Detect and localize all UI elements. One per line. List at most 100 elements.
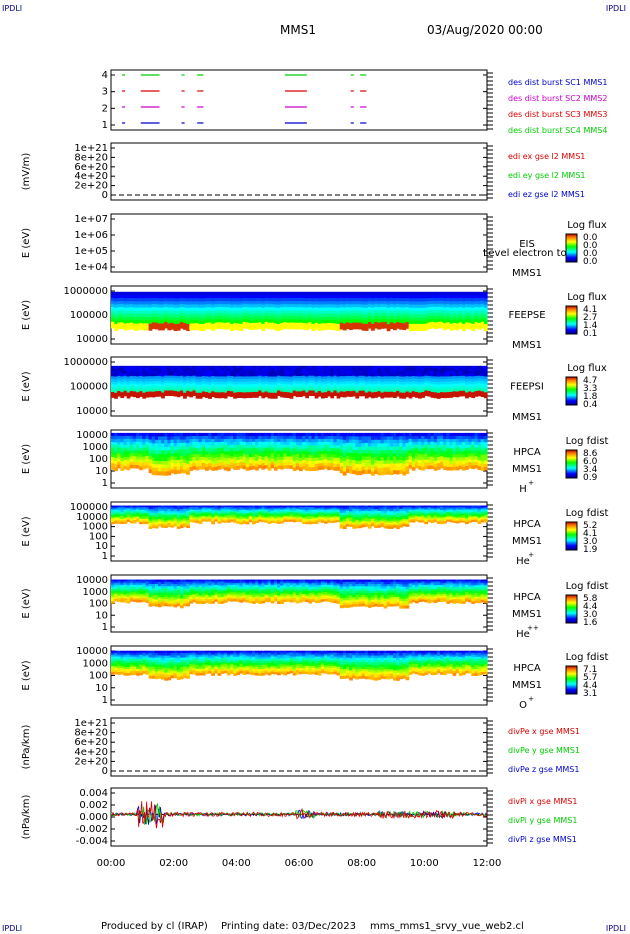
spectrogram-cell (339, 388, 344, 392)
spectrogram-cell (446, 454, 450, 459)
spectrogram-cell (320, 379, 325, 383)
spectrogram-cell (117, 518, 121, 521)
spectrogram-cell (433, 451, 438, 456)
spectrogram-cell (458, 435, 463, 440)
spectrogram-cell (361, 449, 366, 454)
spectrogram-cell (161, 519, 165, 523)
spectrogram-cell (477, 435, 482, 440)
spectrogram-cell (270, 310, 275, 314)
spectrogram-cell (443, 310, 447, 315)
spectrogram-cell (245, 371, 250, 375)
spectrogram-cell (245, 322, 250, 327)
spectrogram-cell (320, 435, 325, 440)
spectrogram-cell (277, 365, 281, 369)
spectrogram-cell (477, 460, 482, 464)
spectrogram-cell (477, 301, 482, 305)
spectrogram-cell (176, 463, 181, 468)
spectrogram-cell (283, 435, 288, 440)
spectrogram-cell (233, 384, 237, 388)
spectrogram-cell (446, 432, 450, 437)
spectrogram-cell (123, 326, 128, 331)
spectrogram-cell (164, 457, 168, 462)
spectrogram-cell (483, 386, 488, 391)
colorbar (565, 305, 578, 335)
spectrogram-cell (195, 518, 200, 521)
spectrogram-cell (258, 365, 262, 369)
spectrogram-cell (449, 307, 454, 312)
spectrogram-cell (367, 325, 372, 329)
spectrogram-cell (377, 370, 382, 375)
spectrogram-cell (173, 508, 178, 512)
spectrogram-cell (120, 457, 125, 462)
spectrogram-cell (424, 307, 429, 312)
spectrogram-cell (339, 297, 344, 302)
spectrogram-cell (480, 303, 485, 308)
spectrogram-cell (220, 381, 225, 385)
spectrogram-cell (402, 432, 407, 438)
spectrogram-cell (320, 395, 325, 399)
spectrogram-cell (179, 294, 184, 299)
spectrogram-cell (233, 313, 237, 318)
spectrogram-cell (433, 297, 438, 302)
spectrogram-cell (305, 384, 309, 388)
spectrogram-cell (195, 506, 200, 509)
spectrogram-cell (436, 454, 441, 458)
spectrogram-cell (142, 505, 147, 508)
spectrogram-cell (267, 460, 272, 465)
spectrogram-cell (230, 373, 234, 377)
spectrogram-cell (167, 521, 172, 524)
spectrogram-cell (220, 447, 225, 452)
spectrogram-cell (455, 313, 460, 318)
spectrogram-cell (205, 509, 209, 512)
spectrogram-cell (314, 439, 319, 443)
spectrogram-cell (358, 297, 363, 302)
spectrogram-cell (449, 314, 454, 318)
spectrogram-cell (324, 307, 328, 312)
y-tick-label: 2 (102, 103, 108, 114)
spectrogram-cell (173, 390, 178, 395)
spectrogram-cell (374, 371, 378, 375)
spectrogram-cell (386, 456, 391, 461)
spectrogram-cell (223, 307, 228, 312)
spectrogram-cell (389, 307, 394, 311)
spectrogram-cell (161, 453, 165, 459)
spectrogram-cell (136, 301, 140, 306)
spectrogram-cell (161, 446, 165, 452)
spectrogram-cell (208, 319, 212, 324)
spectrogram-cell (183, 509, 187, 512)
spectrogram-cell (380, 300, 385, 305)
spectrogram-cell (305, 326, 309, 331)
spectrogram-cell (358, 390, 363, 394)
spectrogram-cell (173, 510, 178, 513)
spectrogram-cell (283, 450, 288, 455)
spectrogram-cell (361, 298, 366, 302)
spectrogram-cell (114, 382, 118, 386)
spectrogram-cell (148, 511, 153, 514)
spectrogram-cell (311, 320, 316, 325)
spectrogram-cell (377, 316, 382, 321)
spectrogram-cell (158, 310, 162, 315)
spectrogram-cell (129, 294, 134, 299)
spectrogram-cell (336, 379, 341, 383)
spectrogram-cell (205, 316, 209, 321)
spectrogram-cell (201, 465, 206, 470)
spectrogram-cell (151, 518, 156, 521)
spectrogram-cell (468, 465, 472, 469)
spectrogram-cell (477, 298, 482, 302)
spectrogram-cell (264, 388, 269, 393)
spectrogram-cell (233, 376, 237, 380)
spectrogram-cell (399, 392, 403, 396)
spectrogram-cell (120, 325, 125, 329)
spectrogram-cell (436, 365, 441, 370)
spectrogram-cell (411, 298, 416, 303)
spectrogram-cell (201, 511, 206, 514)
spectrogram-cell (371, 298, 375, 302)
spectrogram-cell (414, 435, 419, 440)
spectrogram-cell (480, 309, 485, 314)
spectrogram-cell (205, 386, 209, 391)
spectrogram-cell (465, 304, 469, 308)
spectrogram-cell (295, 316, 300, 321)
spectrogram-cell (148, 320, 153, 325)
spectrogram-cell (358, 319, 363, 324)
spectrogram-cell (374, 303, 378, 308)
